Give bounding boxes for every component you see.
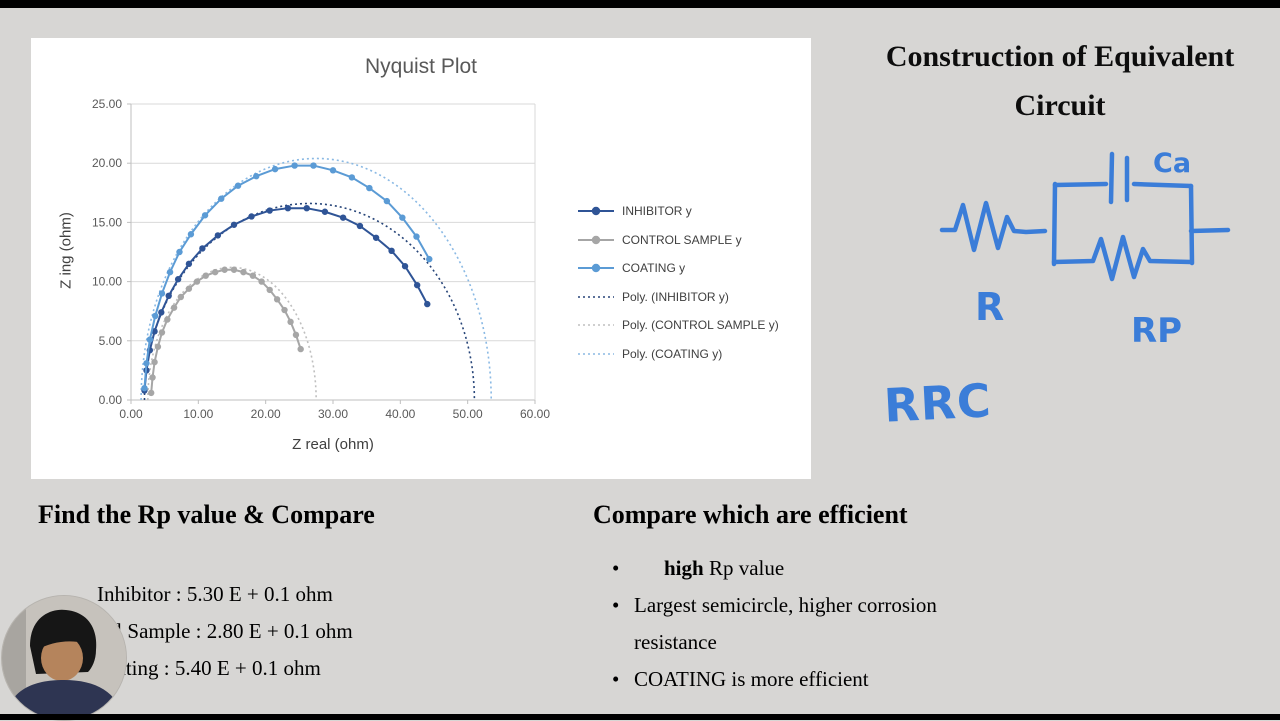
box-top-wire-left [1052, 181, 1109, 188]
svg-text:40.00: 40.00 [385, 407, 415, 421]
bullet-item: • COATING is more efficient [612, 661, 942, 698]
legend-item: INHIBITOR y [578, 197, 779, 226]
svg-text:60.00: 60.00 [520, 407, 550, 421]
label-r: R [975, 285, 1004, 329]
rp-value-line: Coating : 5.40 E + 0.1 ohm [92, 656, 321, 680]
svg-text:5.00: 5.00 [99, 334, 123, 348]
legend-marker-icon [578, 295, 614, 298]
bullet-item: • high Rp value [612, 550, 942, 587]
label-ca: Ca [1153, 148, 1191, 179]
svg-text:0.00: 0.00 [119, 407, 143, 421]
efficiency-section-heading: Compare which are efficient [593, 500, 908, 529]
legend-label: Poly. (COATING y) [622, 346, 723, 361]
bullet-text: high Rp value [664, 556, 785, 580]
legend-marker-icon [578, 235, 614, 244]
bullet-text: Largest semicircle, higher corrosion res… [634, 593, 937, 654]
efficiency-bullet-list: • high Rp value • Largest semicircle, highe… [612, 550, 942, 698]
box-left-wire [1051, 181, 1058, 267]
nyquist-plot: 0.00 5.00 10.00 15.00 20.00 25.00 0.00 10.00 20.… [92, 97, 550, 421]
handwritten-note-rrc: RRC [882, 373, 993, 433]
svg-text:10.00: 10.00 [92, 275, 122, 289]
legend-marker-icon [578, 264, 614, 273]
legend-marker-icon [578, 207, 614, 216]
bullet-item: • Largest semicircle, higher corrosion re… [612, 587, 942, 661]
legend-label: CONTROL SAMPLE y [622, 232, 742, 247]
x-axis-label: Z real (ohm) [292, 436, 374, 453]
legend-label: Poly. (INHIBITOR y) [622, 289, 729, 304]
svg-text:20.00: 20.00 [251, 407, 281, 421]
letterbox-bottom [0, 714, 1280, 720]
nyquist-chart-panel: Nyquist Plot 0.00 5.00 10.00 15.00 20.00 25.0… [31, 38, 811, 479]
svg-text:0.00: 0.00 [99, 393, 123, 407]
bullet-text: COATING is more efficient [634, 667, 869, 691]
legend-item: CONTROL SAMPLE y [578, 226, 779, 255]
bullet-icon: • [612, 667, 620, 691]
series-resistor-squiggle [939, 200, 1048, 253]
bullet-icon: • [612, 556, 620, 580]
equivalent-circuit-sketch: R RP Ca [939, 148, 1231, 351]
circuit-section-title: Construction of Equivalent Circuit [840, 32, 1280, 130]
box-top-wire-right [1131, 181, 1194, 189]
legend-marker-icon [578, 324, 614, 327]
circuit-title-line2: Circuit [1014, 89, 1106, 122]
webcam-overlay [1, 595, 127, 721]
legend-item: COATING y [578, 254, 779, 283]
y-axis-label: Z ing (ohm) [57, 212, 75, 289]
legend-item: Poly. (COATING y) [578, 340, 779, 369]
bullet-icon: • [612, 593, 620, 617]
legend-marker-icon [578, 352, 614, 355]
legend-label: Poly. (CONTROL SAMPLE y) [622, 318, 779, 333]
legend-label: INHIBITOR y [622, 204, 692, 219]
webcam-person [2, 596, 126, 720]
rp-value-line: Inhibitor : 5.30 E + 0.1 ohm [97, 582, 333, 606]
circuit-title-line1: Construction of Equivalent [885, 40, 1235, 73]
legend-item: Poly. (INHIBITOR y) [578, 283, 779, 312]
parallel-resistor-squiggle [1051, 234, 1194, 282]
rp-section-heading: Find the Rp value & Compare [38, 500, 375, 529]
box-right-wire [1188, 183, 1195, 266]
svg-text:20.00: 20.00 [92, 156, 122, 170]
chart-title: Nyquist Plot [364, 55, 478, 78]
legend-item: Poly. (CONTROL SAMPLE y) [578, 311, 779, 340]
svg-text:25.00: 25.00 [92, 97, 122, 111]
svg-text:50.00: 50.00 [453, 407, 483, 421]
svg-text:10.00: 10.00 [183, 407, 213, 421]
exit-wire [1188, 227, 1231, 234]
label-rp: RP [1131, 311, 1182, 351]
person-face [41, 635, 83, 681]
chart-legend: INHIBITOR y CONTROL SAMPLE y COATING y Poly… [578, 197, 779, 368]
legend-label: COATING y [622, 261, 686, 276]
letterbox-top [0, 0, 1280, 8]
svg-text:30.00: 30.00 [318, 407, 348, 421]
svg-text:15.00: 15.00 [92, 215, 122, 229]
capacitor-plate-left [1108, 151, 1115, 205]
person-shirt [4, 680, 124, 720]
